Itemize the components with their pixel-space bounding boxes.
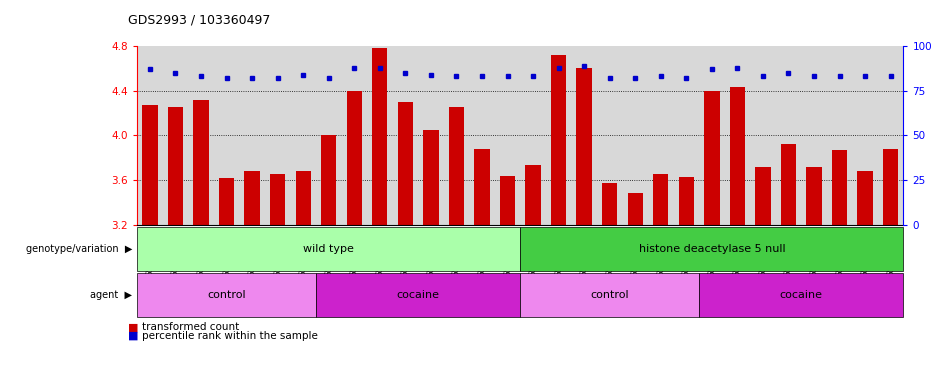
Text: cocaine: cocaine xyxy=(780,290,823,300)
Bar xyxy=(474,149,490,225)
Text: control: control xyxy=(207,290,246,300)
Bar xyxy=(167,108,184,225)
Bar xyxy=(883,149,899,225)
Bar xyxy=(219,178,235,225)
Bar xyxy=(142,105,158,225)
Bar xyxy=(295,171,311,225)
Text: ■: ■ xyxy=(128,322,138,332)
Text: cocaine: cocaine xyxy=(396,290,440,300)
Bar xyxy=(806,167,822,225)
Text: wild type: wild type xyxy=(304,243,354,254)
Text: control: control xyxy=(590,290,629,300)
Text: transformed count: transformed count xyxy=(142,322,239,332)
Bar xyxy=(346,91,362,225)
Bar xyxy=(780,144,797,225)
Bar xyxy=(372,48,388,225)
Text: percentile rank within the sample: percentile rank within the sample xyxy=(142,331,318,341)
Bar xyxy=(321,136,337,225)
Text: genotype/variation  ▶: genotype/variation ▶ xyxy=(26,243,132,254)
Bar xyxy=(729,88,745,225)
Bar xyxy=(499,175,516,225)
Text: GDS2993 / 103360497: GDS2993 / 103360497 xyxy=(128,14,271,27)
Bar xyxy=(857,171,873,225)
Bar xyxy=(448,108,464,225)
Bar xyxy=(678,177,694,225)
Bar xyxy=(653,174,669,225)
Bar xyxy=(397,102,413,225)
Bar xyxy=(704,91,720,225)
Bar xyxy=(832,150,848,225)
Bar xyxy=(244,171,260,225)
Bar xyxy=(755,167,771,225)
Bar xyxy=(525,166,541,225)
Text: histone deacetylase 5 null: histone deacetylase 5 null xyxy=(639,243,785,254)
Bar xyxy=(627,194,643,225)
Bar xyxy=(423,130,439,225)
Text: ■: ■ xyxy=(128,331,138,341)
Bar xyxy=(551,55,567,225)
Bar xyxy=(576,68,592,225)
Bar xyxy=(193,99,209,225)
Text: agent  ▶: agent ▶ xyxy=(91,290,132,300)
Bar xyxy=(602,183,618,225)
Bar xyxy=(270,174,286,225)
